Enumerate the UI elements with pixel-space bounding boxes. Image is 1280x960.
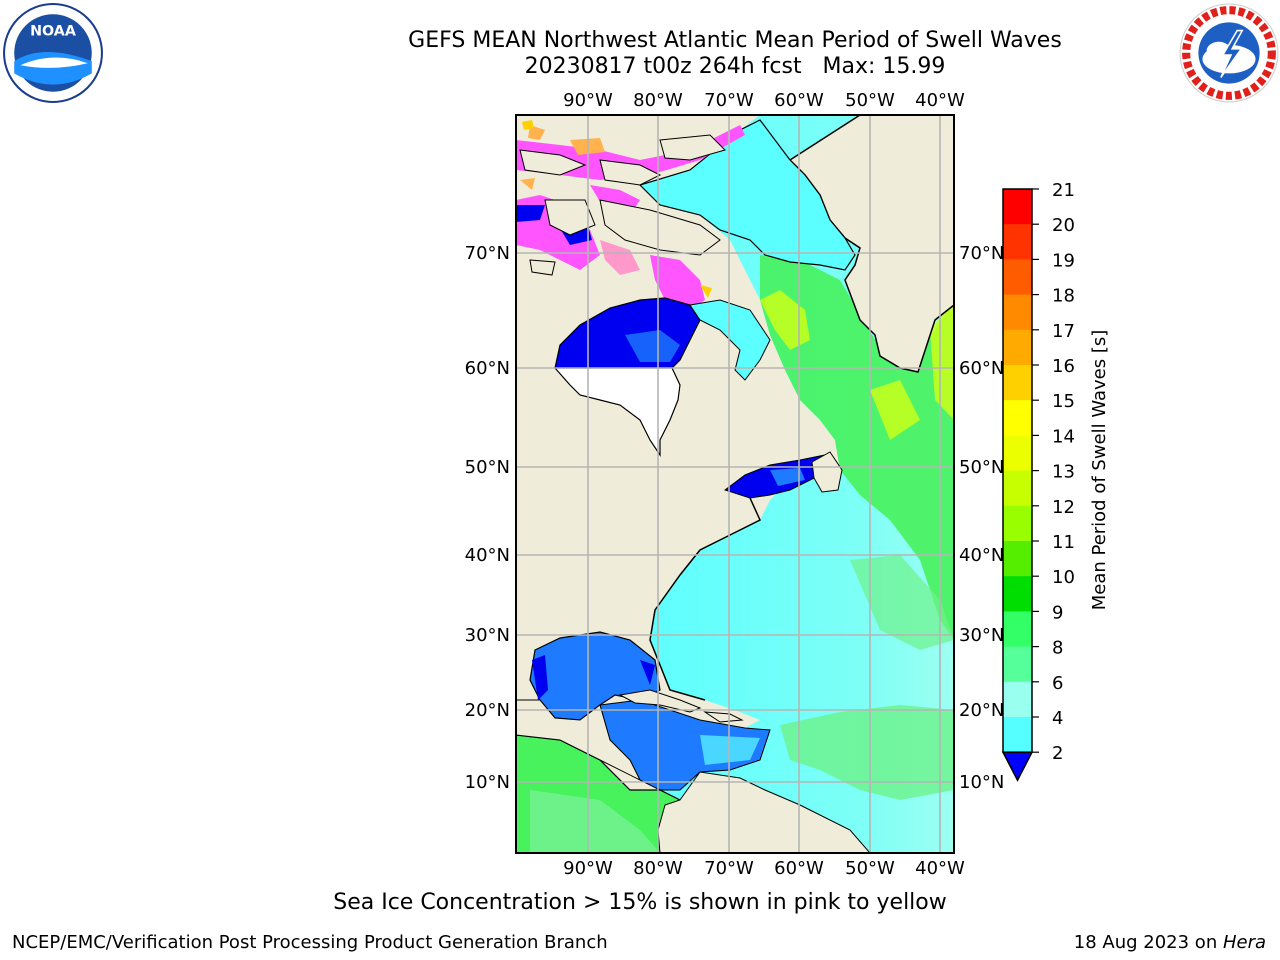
lat-label: 70°N [465, 243, 510, 264]
colorbar-tick-label: 12 [1052, 497, 1075, 518]
lat-labels-right: 70°N 60°N 50°N 40°N 30°N 20°N 10°N [959, 243, 1004, 793]
colorbar-segment [1003, 646, 1032, 683]
hudson-bay-blue [625, 330, 680, 362]
colorbar-tick-label: 20 [1052, 215, 1075, 236]
lat-label: 30°N [959, 625, 1004, 646]
colorbar-label: Mean Period of Swell Waves [s] [1089, 330, 1110, 611]
colorbar-tick-label: 8 [1052, 638, 1063, 659]
colorbar-tick-label: 9 [1052, 602, 1063, 623]
lat-label: 70°N [959, 243, 1004, 264]
colorbar-tick-label: 21 [1052, 180, 1075, 201]
colorbar-segment [1003, 259, 1032, 296]
colorbar-extend-arrow [1001, 751, 1034, 782]
south-america-green [530, 790, 660, 853]
colorbar-segment [1003, 505, 1032, 542]
caribbean-light [700, 735, 760, 765]
footer-host: Hera [1222, 932, 1266, 953]
colorbar-segment [1003, 189, 1032, 225]
lat-labels-left: 70°N 60°N 50°N 40°N 30°N 20°N 10°N [465, 243, 510, 793]
tropical-swell-band-2 [850, 555, 954, 650]
colorbar-tick-label: 17 [1052, 321, 1075, 342]
central-america [516, 699, 642, 782]
lon-label: 50°W [845, 858, 895, 879]
lat-label: 40°N [959, 545, 1004, 566]
gulf-of-mexico-deep [532, 655, 655, 700]
colorbar-tick-label: 11 [1052, 532, 1075, 553]
lat-label: 20°N [959, 700, 1004, 721]
lon-label: 70°W [704, 90, 754, 111]
map-subtitle: 20230817 t00z 264h fcst Max: 15.99 [524, 54, 946, 79]
colorbar-segment [1003, 717, 1032, 753]
colorbar-tick-label: 4 [1052, 708, 1063, 729]
lon-label: 50°W [845, 90, 895, 111]
south-america-land [657, 771, 871, 853]
lon-label: 90°W [563, 858, 613, 879]
footer-date-text: 18 Aug 2023 on [1073, 932, 1223, 953]
noaa-logo: NOAA [3, 3, 103, 103]
footer-date: 18 Aug 2023 on Hera [1074, 932, 1266, 953]
newfoundland [811, 451, 843, 493]
colorbar-tick-label: 18 [1052, 286, 1075, 307]
colorbar-segment [1003, 294, 1032, 331]
tropical-swell-band [780, 705, 954, 800]
colorbar-tick-label: 6 [1052, 673, 1063, 694]
colorbar-segment [1003, 611, 1032, 648]
lon-label: 40°W [915, 858, 965, 879]
lon-labels-bottom: 90°W 80°W 70°W 60°W 50°W 40°W [563, 858, 965, 879]
caption: Sea Ice Concentration > 15% is shown in … [333, 890, 947, 915]
lat-label: 50°N [465, 457, 510, 478]
colorbar-segment [1003, 435, 1032, 472]
colorbar-segment [1003, 400, 1032, 436]
map-frame [515, 114, 955, 854]
yellow-swell-band [760, 290, 954, 440]
lon-label: 40°W [915, 90, 965, 111]
hudson-bay-no-data [553, 367, 681, 457]
lat-label: 60°N [959, 358, 1004, 379]
lat-label: 60°N [465, 358, 510, 379]
map-grid [516, 115, 954, 853]
map-title: GEFS MEAN Northwest Atlantic Mean Period… [408, 28, 1062, 53]
arctic-islands [519, 134, 726, 276]
lat-label: 10°N [959, 772, 1004, 793]
lon-labels-top: 90°W 80°W 70°W 60°W 50°W 40°W [563, 90, 965, 111]
colorbar-segment [1003, 224, 1032, 260]
gulf-st-lawrence-blue [770, 468, 805, 486]
north-america-coast [649, 497, 761, 701]
colorbar-segment [1003, 329, 1032, 366]
lon-label: 60°W [774, 90, 824, 111]
lat-label: 10°N [465, 772, 510, 793]
colorbar-tick-label: 15 [1052, 391, 1075, 412]
colorbar-tick-label: 10 [1052, 567, 1075, 588]
colorbar-segment [1003, 681, 1032, 718]
footer-credit: NCEP/EMC/Verification Post Processing Pr… [12, 932, 608, 953]
high-swell-region [760, 255, 954, 640]
hudson-strait [689, 299, 771, 381]
colorbar: 21 20 19 18 17 16 15 14 13 12 11 10 9 8 6 4 2 [1001, 180, 1075, 782]
colorbar-tick-label: 14 [1052, 426, 1075, 447]
lat-label: 40°N [465, 545, 510, 566]
lat-label: 20°N [465, 700, 510, 721]
lon-label: 80°W [633, 90, 683, 111]
colorbar-segment [1003, 541, 1032, 577]
colorbar-tick-label: 13 [1052, 462, 1075, 483]
colorbar-segment [1003, 576, 1032, 612]
nws-logo [1179, 3, 1279, 103]
svg-text:NOAA: NOAA [30, 24, 76, 40]
colorbar-segment [1003, 365, 1032, 401]
lat-label: 50°N [959, 457, 1004, 478]
lon-label: 70°W [704, 858, 754, 879]
colorbar-tick-label: 19 [1052, 250, 1075, 271]
colorbar-segment [1003, 470, 1032, 507]
lon-label: 90°W [563, 90, 613, 111]
lon-label: 80°W [633, 858, 683, 879]
lon-label: 60°W [774, 858, 824, 879]
colorbar-tick-label: 16 [1052, 356, 1075, 377]
map-area[interactable] [516, 115, 954, 853]
colorbar-tick-label: 2 [1052, 743, 1063, 764]
lat-label: 30°N [465, 625, 510, 646]
